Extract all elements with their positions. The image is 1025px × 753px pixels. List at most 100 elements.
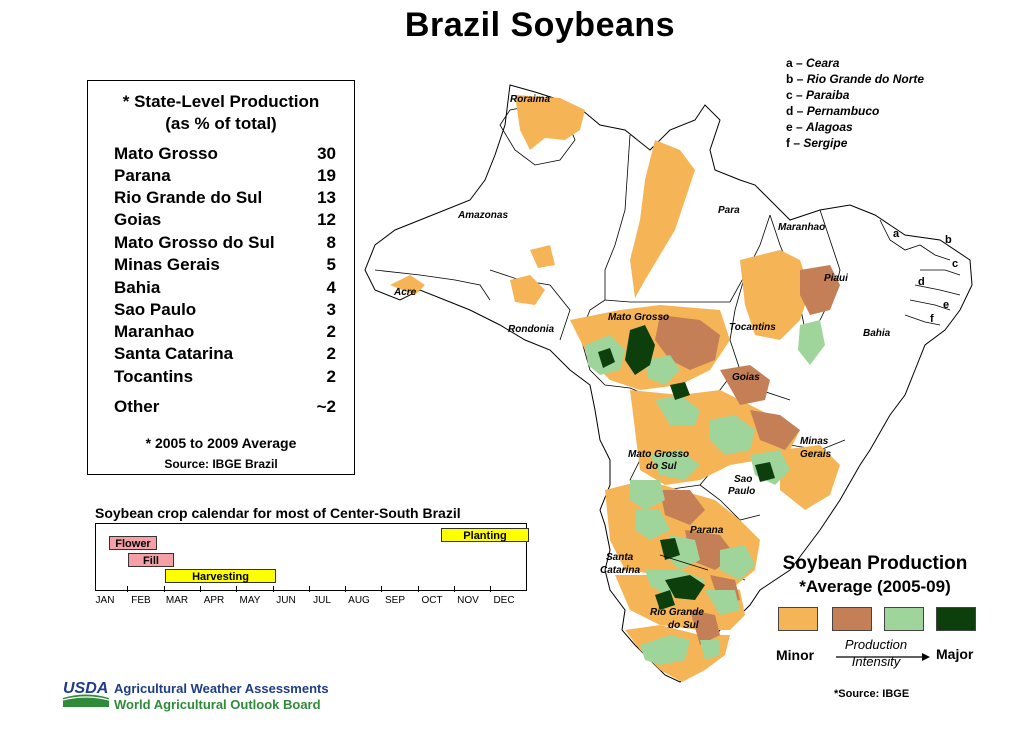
state-value: 4 bbox=[326, 278, 336, 297]
state-name: Other bbox=[114, 397, 160, 416]
legend-title: Soybean Production bbox=[782, 553, 968, 574]
label-mato-grosso-do-sul: do Sul bbox=[646, 461, 677, 472]
production-row: Rio Grande do Sul 13 bbox=[114, 187, 336, 209]
fill-bar: Fill bbox=[128, 553, 174, 567]
month-tick bbox=[490, 586, 491, 592]
legend-subtitle: *Average (2005-09) bbox=[799, 577, 951, 596]
production-row: Maranhao 2 bbox=[114, 321, 336, 343]
usda-logo: USDA bbox=[63, 680, 109, 707]
santa-catarina-leader bbox=[659, 554, 709, 571]
state-value: 30 bbox=[317, 144, 336, 163]
month-label: MAY bbox=[239, 595, 261, 606]
month-tick bbox=[127, 586, 128, 592]
label-amazonas: Amazonas bbox=[457, 210, 508, 221]
label-d: d bbox=[918, 276, 925, 288]
label-mato-grosso-do-sul: Mato Grosso bbox=[628, 449, 689, 460]
state-name: Santa Catarina bbox=[114, 344, 234, 363]
month-tick bbox=[454, 586, 455, 592]
month-label: FEB bbox=[131, 595, 151, 606]
production-row: Santa Catarina 2 bbox=[114, 343, 336, 365]
state-value: 3 bbox=[326, 300, 336, 319]
state-value: 2 bbox=[326, 344, 336, 363]
legend-swatch-minor bbox=[778, 607, 818, 631]
legend-minor-label: Minor bbox=[776, 647, 815, 663]
label-minas-gerais: Gerais bbox=[800, 449, 832, 460]
state-name: Parana bbox=[114, 166, 171, 185]
key-item: d – Pernambuco bbox=[786, 103, 879, 119]
label-a: a bbox=[893, 228, 900, 240]
production-heading-line2: (as % of total) bbox=[165, 114, 277, 133]
production-heading-line1: * State-Level Production bbox=[122, 92, 320, 111]
label-rio-grande-do-sul: Rio Grande bbox=[650, 607, 704, 618]
state-name: Tocantins bbox=[114, 367, 194, 386]
usda-logo-text: USDA bbox=[63, 680, 108, 697]
month-label: OCT bbox=[421, 595, 443, 606]
key-item: e – Alagoas bbox=[786, 119, 853, 135]
state-name: Mato Grosso bbox=[114, 144, 218, 163]
harvesting-bar: Harvesting bbox=[165, 569, 276, 583]
month-label: DEC bbox=[493, 595, 515, 606]
month-tick bbox=[164, 586, 165, 592]
key-item: c – Paraiba bbox=[786, 87, 849, 103]
label-santa-catarina: Santa bbox=[606, 552, 634, 563]
production-row: Minas Gerais 5 bbox=[114, 254, 336, 276]
label-f: f bbox=[930, 313, 934, 325]
key-letter: d – bbox=[786, 104, 804, 118]
state-value: 2 bbox=[326, 367, 336, 386]
label-piaui: Piaui bbox=[824, 273, 848, 284]
state-value: ~2 bbox=[316, 397, 336, 416]
state-name: Bahia bbox=[114, 278, 161, 297]
month-label: JUL bbox=[313, 595, 331, 606]
flower-bar: Flower bbox=[109, 536, 157, 550]
legend-intensity-line1: Production bbox=[844, 637, 908, 652]
crop-calendar: Flower Fill Harvesting Planting bbox=[95, 523, 529, 591]
production-row: Mato Grosso 30 bbox=[114, 143, 336, 165]
label-acre: Acre bbox=[393, 287, 417, 298]
key-letter: f – bbox=[786, 136, 801, 150]
month-label: MAR bbox=[165, 595, 189, 606]
label-roraima: Roraima bbox=[510, 94, 550, 105]
state-name: Goias bbox=[114, 210, 162, 229]
label-tocantins: Tocantins bbox=[729, 322, 776, 333]
production-table-heading: * State-Level Production (as % of total) bbox=[88, 91, 354, 135]
legend-major-label: Major bbox=[936, 646, 974, 662]
key-letter: a – bbox=[786, 56, 803, 70]
key-letter: c – bbox=[786, 88, 803, 102]
month-tick bbox=[345, 586, 346, 592]
planting-bar: Planting bbox=[441, 528, 529, 542]
production-row: Parana 19 bbox=[114, 165, 336, 187]
label-rio-grande-do-sul: do Sul bbox=[668, 620, 699, 631]
footer-line2: World Agricultural Outlook Board bbox=[114, 697, 321, 712]
production-row: Bahia 4 bbox=[114, 277, 336, 299]
month-label: JUN bbox=[276, 595, 296, 606]
production-major-areas bbox=[598, 325, 775, 610]
label-mato-grosso: Mato Grosso bbox=[608, 312, 669, 323]
production-note: * 2005 to 2009 Average bbox=[145, 435, 297, 451]
month-tick bbox=[309, 586, 310, 592]
legend-swatch-major bbox=[936, 607, 976, 631]
state-value: 2 bbox=[326, 322, 336, 341]
footer-line1: Agricultural Weather Assessments bbox=[114, 681, 329, 696]
state-value: 19 bbox=[317, 166, 336, 185]
label-para: Para bbox=[718, 205, 740, 216]
state-name: Rio Grande do Sul bbox=[114, 188, 263, 207]
production-row: Goias 12 bbox=[114, 209, 336, 231]
state-value: 5 bbox=[326, 255, 336, 274]
month-tick bbox=[273, 586, 274, 592]
key-state: Rio Grande do Norte bbox=[806, 72, 925, 86]
state-name: Sao Paulo bbox=[114, 300, 197, 319]
key-item: b – Rio Grande do Norte bbox=[786, 71, 924, 87]
state-name: Maranhao bbox=[114, 322, 195, 341]
month-tick bbox=[200, 586, 201, 592]
legend-swatch-significant bbox=[884, 607, 924, 631]
production-row: Tocantins 2 bbox=[114, 366, 336, 388]
production-source: Source: IBGE Brazil bbox=[164, 457, 278, 471]
label-b: b bbox=[945, 234, 952, 246]
state-name: Minas Gerais bbox=[114, 255, 220, 274]
brazil-map: Roraima Amazonas Para Acre Rondonia Mara… bbox=[364, 84, 973, 683]
label-e: e bbox=[943, 299, 949, 311]
label-c: c bbox=[952, 258, 958, 270]
month-label: AUG bbox=[348, 595, 370, 606]
legend-intensity-line2: Intensity bbox=[851, 654, 901, 669]
key-item: f – Sergipe bbox=[786, 135, 847, 151]
